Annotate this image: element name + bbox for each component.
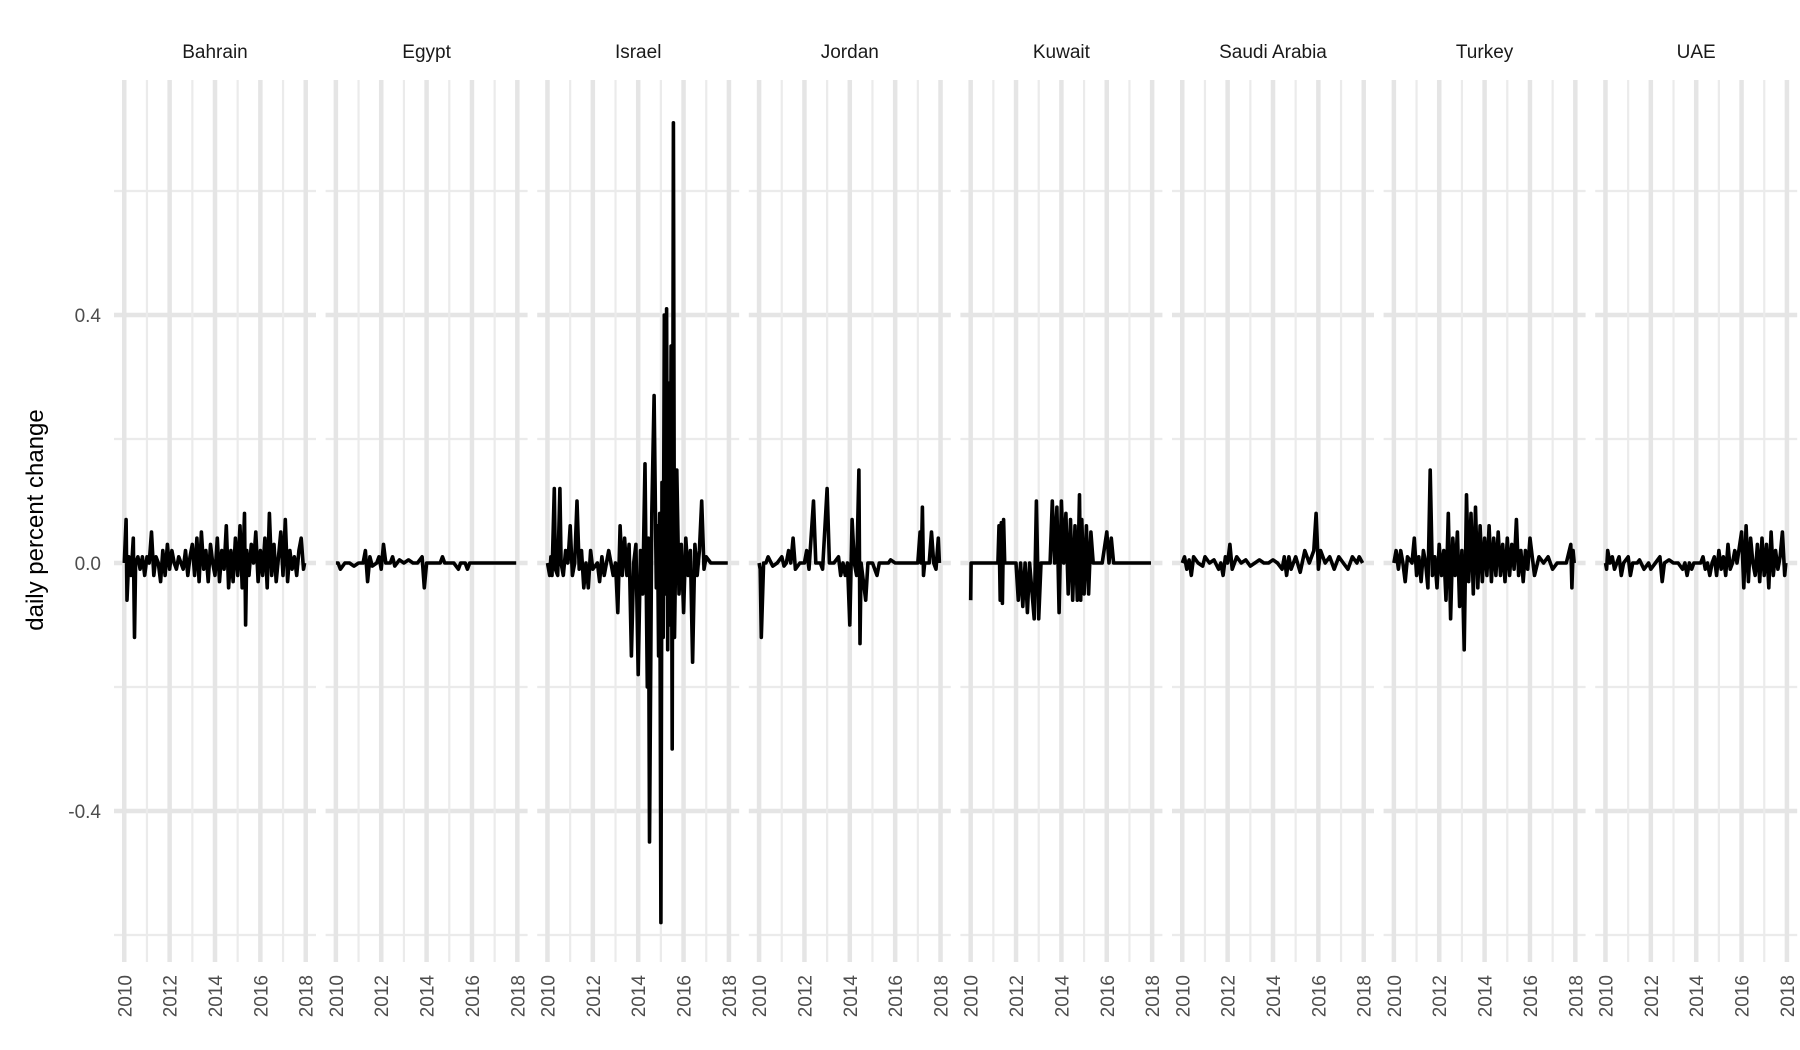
x-tick-label: 2016 [1309, 975, 1330, 1017]
y-tick-label: 0.4 [75, 306, 102, 327]
facet-title: Turkey [1456, 42, 1514, 63]
facet-title: Kuwait [1033, 42, 1091, 63]
y-tick-label: 0.0 [75, 554, 101, 575]
x-tick-label: 2014 [1476, 975, 1497, 1018]
x-tick-label: 2018 [1355, 975, 1376, 1017]
series-line [545, 121, 728, 925]
x-tick-label: 2018 [297, 975, 318, 1017]
x-tick-label: 2018 [720, 975, 741, 1017]
x-tick-label: 2018 [1143, 975, 1164, 1017]
x-tick-label: 2012 [795, 975, 816, 1017]
x-tick-label: 2018 [1566, 975, 1587, 1017]
x-tick-label: 2018 [932, 975, 953, 1017]
x-tick-label: 2010 [1385, 975, 1406, 1017]
x-tick-label: 2014 [418, 975, 439, 1018]
facet-title: Saudi Arabia [1219, 42, 1327, 63]
series-line [1603, 524, 1788, 590]
x-tick-label: 2016 [1521, 975, 1542, 1017]
x-tick-label: 2012 [161, 975, 182, 1017]
x-tick-label: 2014 [841, 975, 862, 1018]
x-tick-label: 2010 [750, 975, 771, 1017]
grid-layer [114, 80, 1798, 962]
facet-title: UAE [1677, 42, 1716, 63]
x-tick-label: 2012 [1219, 975, 1240, 1017]
x-tick-label: 2012 [584, 975, 605, 1017]
x-tick-label: 2010 [1596, 975, 1617, 1017]
y-axis-title: daily percent change [22, 409, 49, 630]
x-tick-label: 2016 [886, 975, 907, 1017]
x-tick-label: 2016 [251, 975, 272, 1017]
x-tick-label: 2016 [1733, 975, 1754, 1017]
x-tick-label: 2014 [1687, 975, 1708, 1018]
series-line [1180, 511, 1365, 578]
facet-panel-grid [748, 80, 951, 962]
x-tick-label: 2010 [327, 975, 348, 1017]
facet-panel-grid [960, 80, 1163, 962]
series-line [1392, 468, 1576, 652]
label-layer: -0.4 0.0 0.4 2010 2012 2014 2016 2018 Bahrain 201… [68, 42, 1799, 1017]
facet-title: Jordan [821, 42, 879, 63]
series-line [968, 493, 1151, 621]
x-tick-label: 2012 [1430, 975, 1451, 1017]
facet-title: Israel [615, 42, 661, 63]
facet-panel-grid [537, 80, 740, 962]
x-tick-label: 2016 [1098, 975, 1119, 1017]
x-tick-label: 2012 [1642, 975, 1663, 1017]
x-tick-label: 2014 [206, 975, 227, 1018]
series-line [335, 542, 517, 590]
facet-panel-grid [1172, 80, 1374, 962]
x-tick-label: 2010 [115, 975, 136, 1017]
x-tick-label: 2018 [508, 975, 529, 1017]
x-tick-label: 2010 [538, 975, 559, 1017]
facet-title: Egypt [402, 42, 451, 63]
x-tick-label: 2014 [1264, 975, 1285, 1018]
x-tick-label: 2014 [1052, 975, 1073, 1018]
series-layer [122, 121, 1788, 925]
x-tick-label: 2016 [463, 975, 484, 1017]
y-tick-label: -0.4 [68, 802, 101, 823]
x-tick-label: 2018 [1778, 975, 1799, 1017]
x-tick-label: 2012 [372, 975, 393, 1017]
series-line [122, 511, 307, 640]
x-tick-label: 2010 [1173, 975, 1194, 1017]
facet-panel-grid [1595, 80, 1798, 962]
facet-panel-grid [1383, 80, 1586, 962]
x-tick-label: 2012 [1007, 975, 1028, 1017]
facet-title: Bahrain [182, 42, 248, 63]
series-line [757, 468, 942, 646]
x-tick-label: 2016 [675, 975, 696, 1017]
x-tick-label: 2010 [962, 975, 983, 1017]
x-tick-label: 2014 [629, 975, 650, 1018]
facet-panel-grid [325, 80, 528, 962]
